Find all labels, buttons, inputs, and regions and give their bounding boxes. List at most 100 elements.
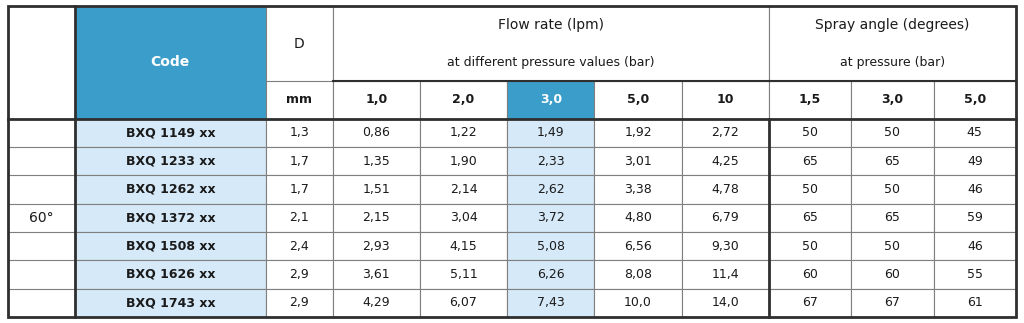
Bar [333, 147, 420, 175]
Text: at pressure (bar): at pressure (bar) [840, 56, 945, 69]
Text: 60°: 60° [29, 211, 53, 225]
Bar [75, 260, 266, 289]
Text: 1,5: 1,5 [799, 93, 821, 106]
Bar [769, 289, 851, 317]
Text: 50: 50 [885, 240, 900, 253]
Bar [594, 289, 682, 317]
Bar [934, 175, 1016, 203]
Bar [769, 203, 851, 232]
Bar [769, 260, 851, 289]
Bar [851, 260, 934, 289]
Bar [333, 119, 420, 147]
Bar [682, 175, 769, 203]
Bar [507, 147, 594, 175]
Text: Spray angle (degrees): Spray angle (degrees) [815, 18, 970, 32]
Bar [75, 232, 266, 260]
Text: 3,61: 3,61 [362, 268, 390, 281]
Bar [851, 147, 934, 175]
Bar [507, 289, 594, 317]
Text: 0,86: 0,86 [362, 126, 390, 139]
Text: 67: 67 [885, 296, 900, 309]
Text: 6,79: 6,79 [712, 211, 739, 224]
Bar [75, 6, 266, 119]
Bar [266, 289, 333, 317]
Text: 50: 50 [885, 183, 900, 196]
Bar [507, 232, 594, 260]
Bar [682, 119, 769, 147]
Text: 65: 65 [802, 211, 818, 224]
Bar [851, 119, 934, 147]
Text: 10,0: 10,0 [624, 296, 652, 309]
Bar [266, 119, 333, 147]
Text: 1,90: 1,90 [450, 154, 477, 168]
Text: 2,9: 2,9 [290, 296, 309, 309]
Text: 3,38: 3,38 [624, 183, 652, 196]
Bar [682, 289, 769, 317]
Bar [420, 232, 507, 260]
Text: 7,43: 7,43 [537, 296, 564, 309]
Text: 49: 49 [967, 154, 983, 168]
Bar [934, 203, 1016, 232]
Text: 3,0: 3,0 [540, 93, 562, 106]
Bar [594, 119, 682, 147]
Bar [769, 81, 851, 119]
Text: 2,14: 2,14 [450, 183, 477, 196]
Text: 1,35: 1,35 [362, 154, 390, 168]
Text: 60: 60 [802, 268, 818, 281]
Bar [420, 175, 507, 203]
Text: 4,29: 4,29 [362, 296, 390, 309]
Text: 65: 65 [802, 154, 818, 168]
Bar [333, 232, 420, 260]
Text: 1,22: 1,22 [450, 126, 477, 139]
Text: 2,15: 2,15 [362, 211, 390, 224]
Text: 4,25: 4,25 [712, 154, 739, 168]
Bar [333, 6, 769, 81]
Text: 5,11: 5,11 [450, 268, 477, 281]
Text: 1,92: 1,92 [625, 126, 652, 139]
Text: 65: 65 [885, 211, 900, 224]
Bar [769, 6, 1016, 81]
Bar [333, 203, 420, 232]
Bar [769, 147, 851, 175]
Bar [75, 175, 266, 203]
Bar [266, 203, 333, 232]
Bar [851, 203, 934, 232]
Bar [333, 260, 420, 289]
Bar [594, 147, 682, 175]
Text: 3,0: 3,0 [882, 93, 903, 106]
Text: 6,56: 6,56 [624, 240, 652, 253]
Bar [682, 260, 769, 289]
Text: 4,78: 4,78 [712, 183, 739, 196]
Bar [266, 260, 333, 289]
Text: D: D [294, 36, 305, 50]
Text: 65: 65 [885, 154, 900, 168]
Text: 55: 55 [967, 268, 983, 281]
Bar [851, 232, 934, 260]
Bar [934, 147, 1016, 175]
Bar [769, 232, 851, 260]
Bar [266, 147, 333, 175]
Bar [420, 289, 507, 317]
Text: 2,4: 2,4 [290, 240, 309, 253]
Text: 1,3: 1,3 [290, 126, 309, 139]
Text: 3,01: 3,01 [624, 154, 652, 168]
Text: BXQ 1149 xx: BXQ 1149 xx [126, 126, 215, 139]
Bar [266, 175, 333, 203]
Bar [934, 81, 1016, 119]
Text: 1,7: 1,7 [290, 183, 309, 196]
Bar [934, 260, 1016, 289]
Bar [594, 175, 682, 203]
Text: 11,4: 11,4 [712, 268, 739, 281]
Bar [682, 81, 769, 119]
Bar [420, 260, 507, 289]
Bar [507, 81, 594, 119]
Text: 6,26: 6,26 [537, 268, 564, 281]
Bar [420, 147, 507, 175]
Bar [594, 232, 682, 260]
Bar [8, 6, 75, 317]
Text: 2,93: 2,93 [362, 240, 390, 253]
Text: 59: 59 [967, 211, 983, 224]
Text: 1,51: 1,51 [362, 183, 390, 196]
Text: 50: 50 [802, 126, 818, 139]
Bar [507, 203, 594, 232]
